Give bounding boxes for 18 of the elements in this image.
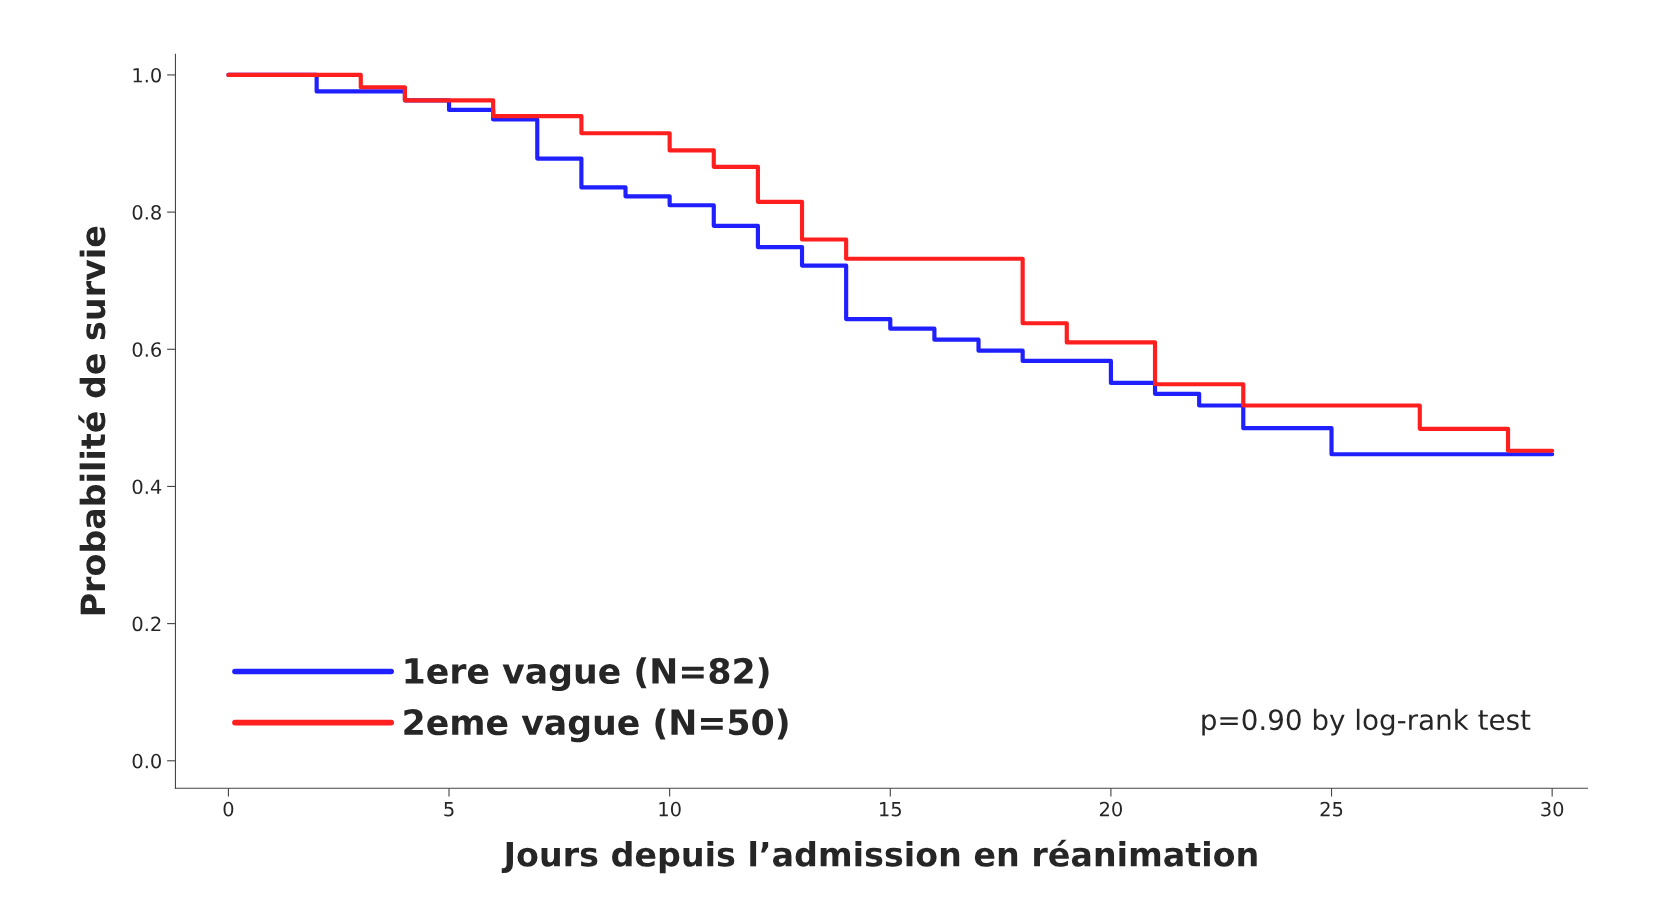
y-tick-label: 0.4	[132, 479, 162, 495]
x-tick-label: 30	[1541, 801, 1564, 817]
legend-label: 2eme vague (N=50)	[404, 708, 788, 743]
x-tick-label: 10	[659, 801, 681, 817]
x-tick-label: 25	[1320, 801, 1343, 817]
x-tick-label: 20	[1099, 801, 1122, 817]
annotation: p=0.90 by log-rank test	[1202, 708, 1531, 736]
y-tick-label: 0.2	[132, 616, 161, 632]
y-axis-title: Probabilité de survie	[78, 226, 106, 615]
x-axis-title: Jours depuis l’admission en réanimation	[501, 839, 1257, 874]
y-tick-label: 1.0	[133, 67, 161, 83]
x-tick-label: 15	[880, 802, 901, 817]
y-tick-label: 0.8	[132, 205, 161, 220]
legend-label: 1ere vague (N=82)	[405, 657, 769, 692]
y-tick-label: 0.0	[132, 753, 161, 769]
x-tick-label: 5	[444, 802, 454, 817]
y-tick-label: 0.6	[132, 342, 162, 357]
x-tick-label: 0	[223, 801, 234, 817]
